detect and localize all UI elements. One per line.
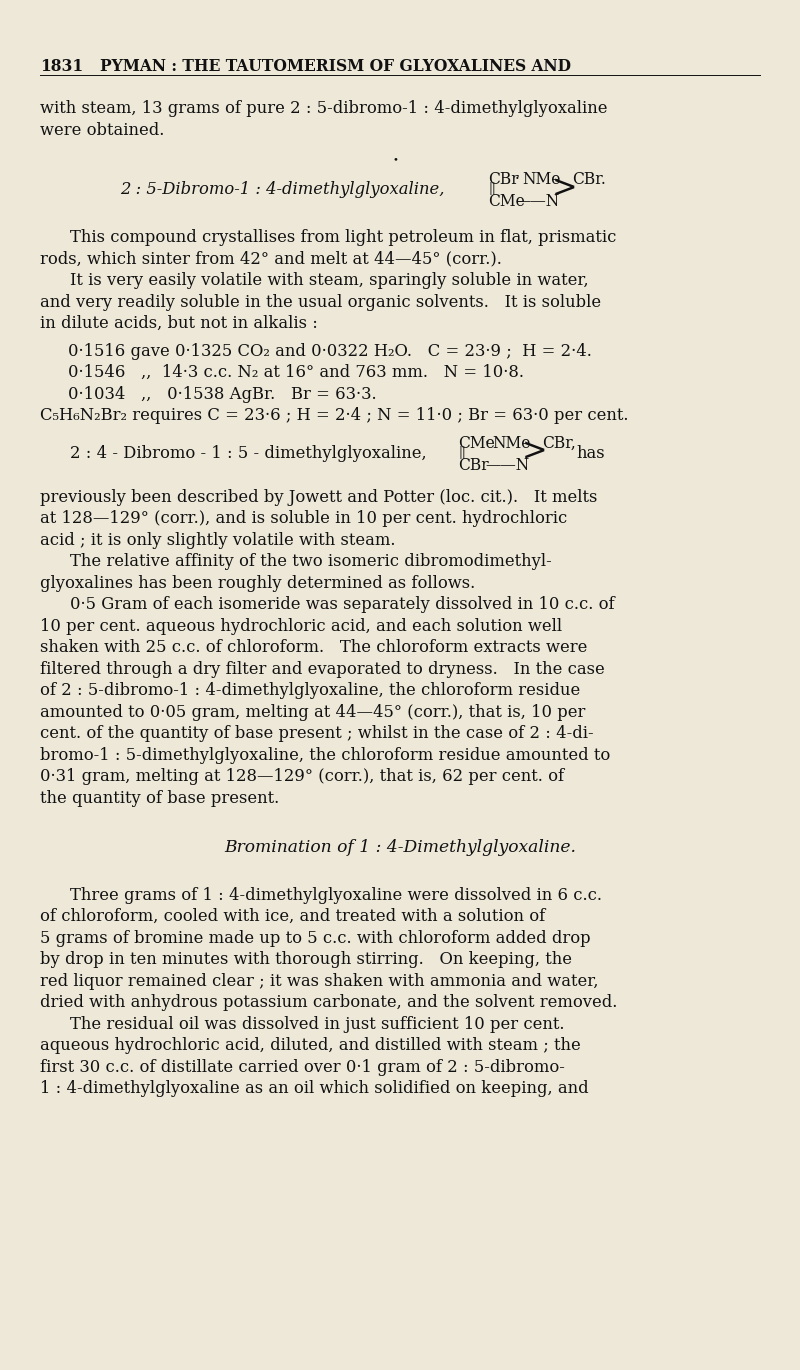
Text: The relative affinity of the two isomeric dibromodimethyl-: The relative affinity of the two isomeri… [70, 553, 552, 570]
Text: the quantity of base present.: the quantity of base present. [40, 789, 279, 807]
Text: 0·1034   ,,   0·1538 AgBr.   Br = 63·3.: 0·1034 ,, 0·1538 AgBr. Br = 63·3. [68, 385, 377, 403]
Text: dried with anhydrous potassium carbonate, and the solvent removed.: dried with anhydrous potassium carbonate… [40, 995, 618, 1011]
Text: by drop in ten minutes with thorough stirring.   On keeping, the: by drop in ten minutes with thorough sti… [40, 951, 572, 969]
Text: ·: · [485, 434, 490, 452]
Text: The residual oil was dissolved in just sufficient 10 per cent.: The residual oil was dissolved in just s… [70, 1015, 565, 1033]
Text: CBr: CBr [458, 456, 489, 474]
Text: of 2 : 5-dibromo-1 : 4-dimethylglyoxaline, the chloroform residue: of 2 : 5-dibromo-1 : 4-dimethylglyoxalin… [40, 682, 580, 699]
Text: 2 : 5-Dibromo-1 : 4-dimethylglyoxaline,: 2 : 5-Dibromo-1 : 4-dimethylglyoxaline, [120, 181, 445, 199]
Text: It is very easily volatile with steam, sparingly soluble in water,: It is very easily volatile with steam, s… [70, 273, 589, 289]
Text: 10 per cent. aqueous hydrochloric acid, and each solution well: 10 per cent. aqueous hydrochloric acid, … [40, 618, 562, 634]
Text: 1831: 1831 [40, 58, 83, 75]
Text: 0·1546   ,,  14·3 c.c. N₂ at 16° and 763 mm.   N = 10·8.: 0·1546 ,, 14·3 c.c. N₂ at 16° and 763 mm… [68, 364, 524, 381]
Text: red liquor remained clear ; it was shaken with ammonia and water,: red liquor remained clear ; it was shake… [40, 973, 598, 989]
Text: shaken with 25 c.c. of chloroform.   The chloroform extracts were: shaken with 25 c.c. of chloroform. The c… [40, 638, 587, 656]
Text: previously been described by Jowett and Potter (loc. cit.).   It melts: previously been described by Jowett and … [40, 489, 598, 506]
Text: cent. of the quantity of base present ; whilst in the case of 2 : 4-di-: cent. of the quantity of base present ; … [40, 725, 594, 743]
Text: 2 : 4 - Dibromo - 1 : 5 - dimethylglyoxaline,: 2 : 4 - Dibromo - 1 : 5 - dimethylglyoxa… [70, 444, 426, 462]
Text: rods, which sinter from 42° and melt at 44—45° (corr.).: rods, which sinter from 42° and melt at … [40, 251, 502, 267]
Text: 5 grams of bromine made up to 5 c.c. with chloroform added drop: 5 grams of bromine made up to 5 c.c. wit… [40, 930, 590, 947]
Text: >: > [552, 173, 578, 204]
Text: CMe: CMe [458, 434, 494, 452]
Text: 0·5 Gram of each isomeride was separately dissolved in 10 c.c. of: 0·5 Gram of each isomeride was separatel… [70, 596, 614, 612]
Text: Three grams of 1 : 4-dimethylglyoxaline were dissolved in 6 c.c.: Three grams of 1 : 4-dimethylglyoxaline … [70, 886, 602, 904]
Text: C₅H₆N₂Br₂ requires C = 23·6 ; H = 2·4 ; N = 11·0 ; Br = 63·0 per cent.: C₅H₆N₂Br₂ requires C = 23·6 ; H = 2·4 ; … [40, 407, 629, 423]
Text: PYMAN : THE TAUTOMERISM OF GLYOXALINES AND: PYMAN : THE TAUTOMERISM OF GLYOXALINES A… [100, 58, 571, 75]
Text: ||: || [458, 445, 466, 459]
Text: 0·1516 gave 0·1325 CO₂ and 0·0322 H₂O.   C = 23·9 ;  H = 2·4.: 0·1516 gave 0·1325 CO₂ and 0·0322 H₂O. C… [68, 342, 592, 359]
Text: amounted to 0·05 gram, melting at 44—45° (corr.), that is, 10 per: amounted to 0·05 gram, melting at 44—45°… [40, 704, 586, 721]
Text: •: • [392, 155, 398, 164]
Text: first 30 c.c. of distillate carried over 0·1 gram of 2 : 5-dibromo-: first 30 c.c. of distillate carried over… [40, 1059, 565, 1075]
Text: glyoxalines has been roughly determined as follows.: glyoxalines has been roughly determined … [40, 574, 475, 592]
Text: >: > [522, 437, 547, 467]
Text: ·: · [515, 171, 520, 188]
Text: CBr: CBr [488, 171, 518, 188]
Text: ——N: ——N [485, 456, 530, 474]
Text: 0·31 gram, melting at 128—129° (corr.), that is, 62 per cent. of: 0·31 gram, melting at 128—129° (corr.), … [40, 769, 564, 785]
Text: in dilute acids, but not in alkalis :: in dilute acids, but not in alkalis : [40, 315, 318, 332]
Text: This compound crystallises from light petroleum in flat, prismatic: This compound crystallises from light pe… [70, 229, 616, 247]
Text: and very readily soluble in the usual organic solvents.   It is soluble: and very readily soluble in the usual or… [40, 293, 601, 311]
Text: of chloroform, cooled with ice, and treated with a solution of: of chloroform, cooled with ice, and trea… [40, 908, 546, 925]
Text: filtered through a dry filter and evaporated to dryness.   In the case: filtered through a dry filter and evapor… [40, 660, 605, 678]
Text: NMe: NMe [522, 171, 560, 188]
Text: at 128—129° (corr.), and is soluble in 10 per cent. hydrochloric: at 128—129° (corr.), and is soluble in 1… [40, 510, 567, 527]
Text: aqueous hydrochloric acid, diluted, and distilled with steam ; the: aqueous hydrochloric acid, diluted, and … [40, 1037, 581, 1054]
Text: with steam, 13 grams of pure 2 : 5-dibromo-1 : 4-dimethylglyoxaline: with steam, 13 grams of pure 2 : 5-dibro… [40, 100, 607, 116]
Text: ——N: ——N [515, 193, 559, 210]
Text: CMe: CMe [488, 193, 525, 210]
Text: Bromination of 1 : 4-Dimethylglyoxaline.: Bromination of 1 : 4-Dimethylglyoxaline. [224, 838, 576, 856]
Text: CBr,: CBr, [542, 434, 576, 452]
Text: were obtained.: were obtained. [40, 122, 164, 138]
Text: NMe: NMe [492, 434, 530, 452]
Text: 1 : 4-dimethylglyoxaline as an oil which solidified on keeping, and: 1 : 4-dimethylglyoxaline as an oil which… [40, 1080, 589, 1097]
Text: bromo-1 : 5-dimethylglyoxaline, the chloroform residue amounted to: bromo-1 : 5-dimethylglyoxaline, the chlo… [40, 747, 610, 763]
Text: ||: || [488, 182, 496, 195]
Text: has: has [576, 444, 605, 462]
Text: acid ; it is only slightly volatile with steam.: acid ; it is only slightly volatile with… [40, 532, 395, 548]
Text: CBr.: CBr. [572, 171, 606, 188]
